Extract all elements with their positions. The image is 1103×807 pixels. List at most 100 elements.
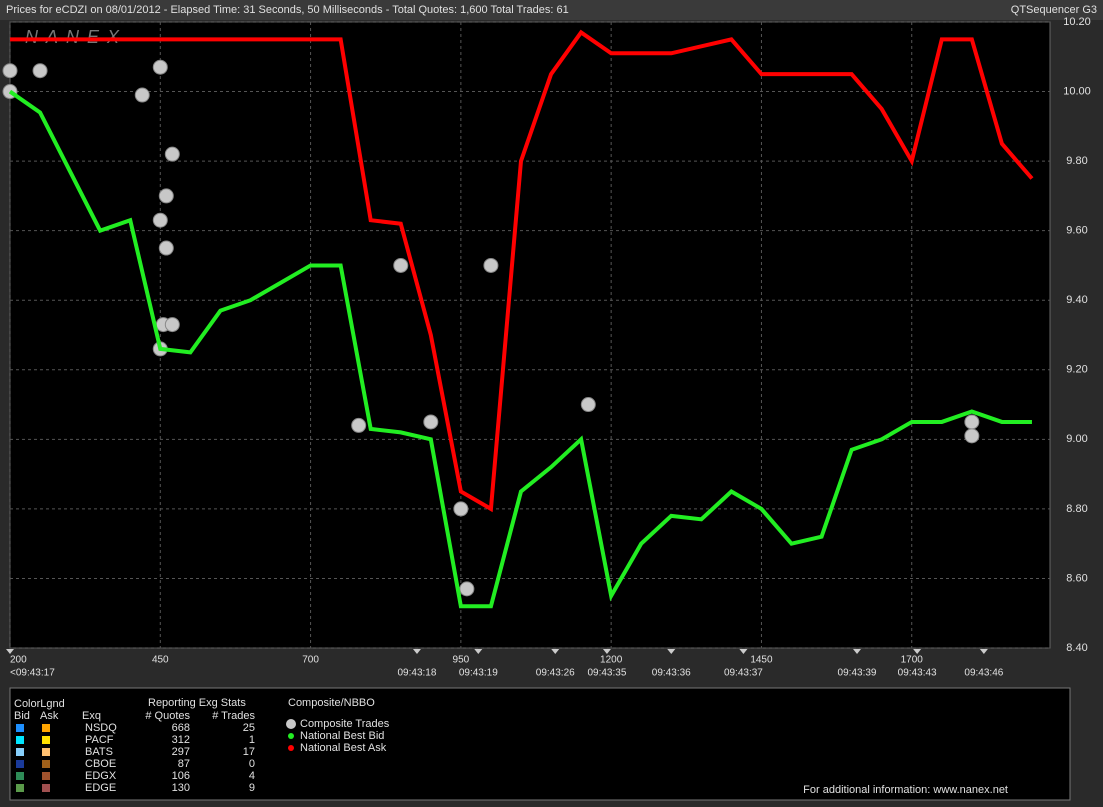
- x-tick-label: 1700: [901, 655, 924, 666]
- x-tick-label: 1450: [750, 655, 773, 666]
- time-tick: [853, 649, 862, 654]
- legend-marker: [288, 745, 294, 751]
- y-tick-label: 9.20: [1066, 364, 1087, 376]
- bid-swatch: [16, 784, 24, 792]
- trade-point: [152, 59, 168, 75]
- time-tick: [474, 649, 483, 654]
- legend-text: Reporting Exg Stats: [148, 697, 246, 709]
- time-tick-label: <09:43:17: [10, 668, 55, 679]
- ask-swatch: [42, 772, 50, 780]
- time-tick-label: 09:43:26: [536, 668, 575, 679]
- trade-point: [964, 414, 980, 430]
- legend-text: 312: [172, 734, 190, 746]
- time-tick: [667, 649, 676, 654]
- legend-label: National Best Ask: [300, 742, 387, 754]
- time-tick-label: 09:43:39: [838, 668, 877, 679]
- legend-text: 297: [172, 746, 190, 758]
- time-tick: [602, 649, 611, 654]
- chart-title: Prices for eCDZI on 08/01/2012 - Elapsed…: [6, 4, 569, 16]
- time-tick: [6, 649, 14, 654]
- bid-swatch: [16, 748, 24, 756]
- trade-point: [2, 63, 18, 79]
- bid-swatch: [16, 772, 24, 780]
- trade-point: [152, 212, 168, 228]
- time-tick: [412, 649, 421, 654]
- time-tick-label: 09:43:19: [459, 668, 498, 679]
- time-tick: [979, 649, 988, 654]
- time-tick-label: 09:43:18: [398, 668, 437, 679]
- legend-text: 106: [172, 770, 190, 782]
- legend-text: ColorLgnd: [14, 698, 65, 710]
- ask-swatch: [42, 784, 50, 792]
- trade-point: [164, 146, 180, 162]
- trade-point: [158, 240, 174, 256]
- legend-text: 9: [249, 782, 255, 794]
- trade-point: [483, 257, 499, 273]
- time-tick: [913, 649, 922, 654]
- bid-swatch: [16, 736, 24, 744]
- source-label: QTSequencer G3: [1011, 4, 1097, 16]
- trade-point: [964, 428, 980, 444]
- y-tick-label: 9.40: [1066, 294, 1087, 306]
- legend-text: 1: [249, 734, 255, 746]
- bid-swatch: [16, 724, 24, 732]
- y-tick-label: 10.00: [1063, 85, 1091, 97]
- trade-point: [423, 414, 439, 430]
- legend-text: EDGX: [85, 770, 117, 782]
- title-bar: [0, 0, 1103, 20]
- time-tick-label: 09:43:37: [724, 668, 763, 679]
- x-tick-label: 700: [302, 655, 319, 666]
- time-tick-label: 09:43:43: [898, 668, 937, 679]
- trade-point: [164, 317, 180, 333]
- trade-point: [580, 397, 596, 413]
- y-tick-label: 9.60: [1066, 225, 1087, 237]
- trade-point: [393, 257, 409, 273]
- footer: For additional information: www.nanex.ne…: [803, 784, 1008, 796]
- y-tick-label: 8.60: [1066, 572, 1087, 584]
- legend-text: BATS: [85, 746, 113, 758]
- legend-marker: [288, 733, 294, 739]
- legend-text: Exq: [82, 710, 101, 722]
- y-tick-label: 10.20: [1063, 16, 1091, 28]
- x-tick-label: 450: [152, 655, 169, 666]
- time-tick-label: 09:43:35: [587, 668, 626, 679]
- nbbo-line: [10, 29, 1034, 513]
- legend-text: PACF: [85, 734, 114, 746]
- x-tick-label: 950: [453, 655, 470, 666]
- x-tick-label: 1200: [600, 655, 623, 666]
- trade-point: [158, 188, 174, 204]
- ask-swatch: [42, 724, 50, 732]
- y-tick-label: 8.40: [1066, 642, 1087, 654]
- ask-swatch: [42, 736, 50, 744]
- legend-text: Bid: [14, 710, 30, 722]
- legend-text: # Trades: [212, 710, 255, 722]
- legend-text: NSDQ: [85, 722, 117, 734]
- plot-area: [9, 21, 1051, 649]
- legend-text: 668: [172, 722, 190, 734]
- legend-text: 4: [249, 770, 255, 782]
- legend-text: 130: [172, 782, 190, 794]
- trade-point: [453, 501, 469, 517]
- ask-swatch: [42, 748, 50, 756]
- legend-text: EDGE: [85, 782, 116, 794]
- trade-point: [134, 87, 150, 103]
- legend-label: Composite Trades: [300, 718, 390, 730]
- trade-point: [32, 63, 48, 79]
- legend-text: 17: [243, 746, 255, 758]
- y-tick-label: 9.80: [1066, 155, 1087, 167]
- time-tick: [551, 649, 560, 654]
- legend-text: Composite/NBBO: [288, 697, 375, 709]
- nbbo-line: [8, 89, 1032, 609]
- legend-label: National Best Bid: [300, 730, 384, 742]
- time-tick: [739, 649, 748, 654]
- legend-marker: [286, 719, 296, 729]
- y-tick-label: 9.00: [1066, 433, 1087, 445]
- legend-text: # Quotes: [145, 710, 190, 722]
- time-tick-label: 09:43:46: [964, 668, 1003, 679]
- legend-text: 25: [243, 722, 255, 734]
- y-tick-label: 8.80: [1066, 503, 1087, 515]
- time-tick-label: 09:43:36: [652, 668, 691, 679]
- ask-swatch: [42, 760, 50, 768]
